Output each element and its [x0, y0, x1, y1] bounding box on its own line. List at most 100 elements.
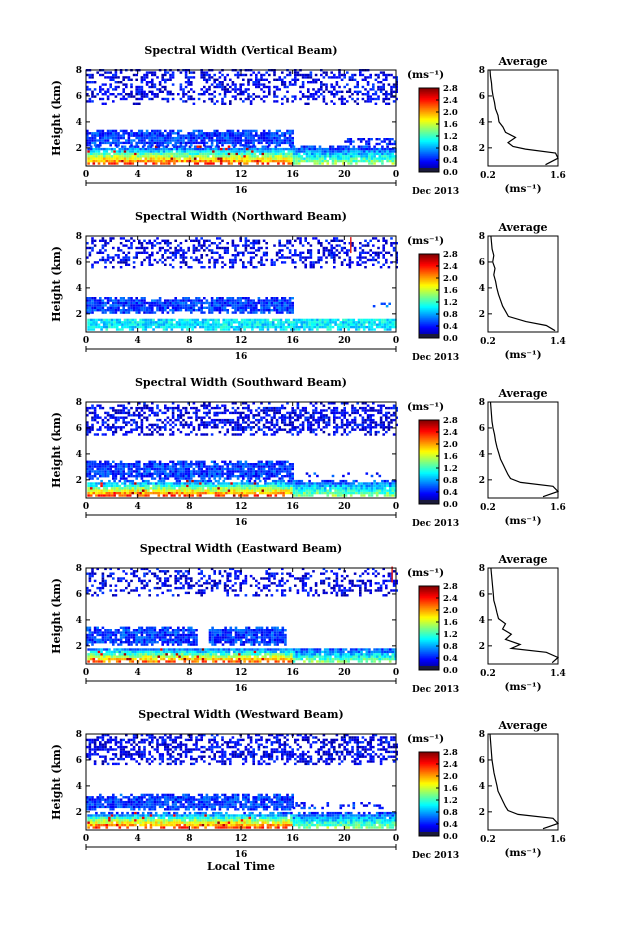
- heatmap-cell: [212, 159, 215, 163]
- heatmap-cell: [186, 489, 189, 492]
- heatmap-cell: [200, 311, 203, 314]
- heatmap-cell: [247, 301, 250, 305]
- heatmap-cell: [262, 463, 266, 466]
- heatmap-cell: [303, 482, 306, 485]
- heatmap-cell: [230, 323, 233, 326]
- heatmap-cell: [256, 487, 259, 490]
- heatmap-cell: [244, 88, 248, 91]
- heatmap-cell: [135, 304, 138, 307]
- heatmap-cell: [166, 93, 170, 96]
- heatmap-cell: [117, 463, 120, 466]
- heatmap-cell: [86, 132, 89, 135]
- heatmap-cell: [108, 479, 111, 483]
- heatmap-cell: [210, 139, 214, 142]
- heatmap-cell: [265, 141, 268, 145]
- heatmap-cell: [248, 479, 252, 483]
- colorbar-segment: [419, 284, 439, 287]
- heatmap-cell: [258, 325, 262, 329]
- heatmap-cell: [138, 311, 141, 314]
- heatmap-cell: [115, 328, 119, 331]
- heatmap-cell: [244, 246, 248, 250]
- heatmap-cell: [140, 141, 144, 145]
- heatmap-cell: [115, 321, 119, 324]
- heatmap-cell: [221, 304, 224, 307]
- heatmap-cell: [192, 134, 196, 137]
- heatmap-cell: [162, 482, 166, 485]
- heatmap-cell: [297, 482, 301, 485]
- heatmap-cell: [161, 97, 164, 101]
- heatmap-cell: [330, 254, 333, 257]
- heatmap-cell: [177, 304, 180, 307]
- heatmap-cell: [140, 467, 144, 471]
- average-x-unit: (ms⁻¹): [504, 349, 541, 361]
- heatmap-cell: [223, 141, 227, 145]
- heatmap-cell: [190, 134, 193, 137]
- heatmap-cell: [125, 97, 128, 101]
- heatmap-cell: [171, 266, 175, 269]
- heatmap-cell: [245, 321, 249, 324]
- heatmap-cell: [303, 328, 306, 331]
- heatmap-cell: [313, 325, 317, 329]
- heatmap-cell: [178, 487, 181, 490]
- colorbar-segment: [419, 120, 439, 123]
- heatmap-cell: [180, 489, 184, 492]
- heatmap-cell: [342, 479, 345, 483]
- heatmap-cell: [308, 145, 311, 148]
- heatmap-cell: [139, 157, 142, 160]
- heatmap-cell: [117, 306, 120, 309]
- heatmap-cell: [193, 487, 197, 490]
- heatmap-cell: [131, 323, 135, 326]
- heatmap-cell: [179, 129, 183, 133]
- heatmap-cell: [134, 487, 137, 490]
- heatmap-cell: [232, 157, 236, 160]
- heatmap-cell: [88, 81, 92, 84]
- heatmap-cell: [132, 261, 136, 264]
- heatmap-cell: [369, 97, 372, 101]
- heatmap-cell: [143, 472, 146, 475]
- heatmap-cell: [193, 323, 197, 326]
- heatmap-cell: [183, 147, 187, 151]
- heatmap-cell: [184, 465, 188, 468]
- heatmap-cell: [231, 463, 235, 466]
- heatmap-cell: [270, 299, 274, 302]
- heatmap-cell: [270, 132, 274, 135]
- heatmap-cell: [210, 93, 214, 96]
- heatmap-cell: [218, 465, 222, 468]
- heatmap-cell: [125, 261, 128, 264]
- heatmap-cell: [292, 479, 296, 483]
- heatmap-cell: [164, 136, 167, 140]
- heatmap-cell: [386, 152, 389, 156]
- heatmap-cell: [247, 261, 250, 264]
- heatmap-cell: [388, 325, 392, 329]
- heatmap-cell: [222, 147, 226, 151]
- heatmap-cell: [106, 463, 110, 466]
- heatmap-cell: [247, 239, 250, 242]
- heatmap-cell: [258, 484, 262, 488]
- heatmap-cell: [97, 150, 101, 153]
- heatmap-cell: [342, 484, 345, 488]
- heatmap-cell: [236, 304, 240, 307]
- heatmap-cell: [236, 134, 240, 137]
- heatmap-cell: [275, 299, 279, 302]
- heatmap-cell: [216, 83, 219, 86]
- heatmap-cell: [366, 100, 370, 103]
- heatmap-cell: [183, 155, 187, 158]
- heatmap-cell: [190, 239, 193, 242]
- heatmap-cell: [147, 145, 150, 148]
- heatmap-cell: [375, 159, 379, 163]
- heatmap-cell: [157, 487, 161, 490]
- heatmap-cell: [161, 256, 164, 259]
- heatmap-cell: [330, 244, 333, 247]
- heatmap-cell: [151, 73, 154, 77]
- heatmap-cell: [125, 139, 128, 142]
- heatmap-cell: [148, 261, 151, 264]
- heatmap-cell: [140, 242, 144, 245]
- heatmap-cell: [96, 251, 99, 254]
- heatmap-cell: [344, 155, 348, 158]
- heatmap-cell: [240, 150, 244, 153]
- heatmap-cell: [112, 258, 115, 262]
- heatmap-cell: [87, 489, 90, 492]
- heatmap-cell: [344, 484, 348, 488]
- heatmap-cell: [316, 489, 319, 492]
- colorbar-tick-label: 0.4: [443, 156, 458, 166]
